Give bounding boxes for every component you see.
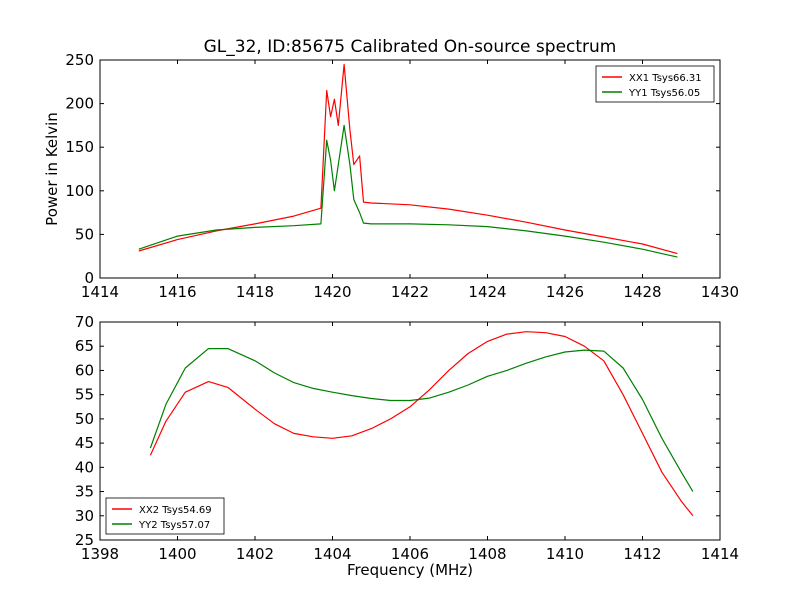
series-line-2 [138,124,678,258]
legend-box [105,497,225,535]
y-tick-label: 60 [75,361,94,379]
x-axis-label: Frequency (MHz) [347,561,473,579]
y-tick-label: 35 [75,483,94,501]
legend-label-2: YY1 Tsys56.05 [628,88,700,99]
y-tick-label: 40 [75,458,94,476]
x-tick-label: 1420 [313,283,351,301]
series-line-1 [138,63,678,255]
top-panel: 1414 1416 1418 1420 1422 1424 1426 1428 1430 0 50 1… [43,51,739,301]
x-tick-label: 1422 [391,283,429,301]
chart-title: GL_32, ID:85675 Calibrated On-source spe… [204,37,617,57]
series-line-1 [149,331,694,517]
legend-label-2: YY2 Tsys57.07 [138,520,210,531]
x-tick-label: 1416 [158,283,196,301]
y-tick-label: 150 [65,138,94,156]
x-tick-label: 1414 [701,545,739,563]
y-tick-label: 200 [65,95,94,113]
y-tick-label: 30 [75,507,94,525]
x-tick-label: 1402 [236,545,274,563]
legend-box [595,65,715,103]
x-tick-label: 1406 [391,545,429,563]
x-tick-label: 1426 [546,283,584,301]
legend-label-1: XX2 Tsys54.69 [139,505,212,516]
y-tick-label: 50 [75,225,94,243]
x-tick-label: 1424 [468,283,506,301]
legend-label-1: XX1 Tsys66.31 [629,73,702,84]
x-tick-label: 1412 [623,545,661,563]
x-tick-label: 1428 [623,283,661,301]
y-tick-label: 100 [65,182,94,200]
y-tick-label: 55 [75,386,94,404]
x-tick-label: 1414 [81,283,119,301]
y-tick-label: 250 [65,51,94,69]
x-tick-label: 1410 [546,545,584,563]
bottom-panel: 1398 1400 1402 1404 1406 1408 1410 1412 1414 25 30… [75,313,739,579]
x-tick-label: 1398 [81,545,119,563]
y-tick-label: 25 [75,531,94,549]
x-tick-label: 1400 [158,545,196,563]
x-tick-label: 1430 [701,283,739,301]
x-tick-label: 1418 [236,283,274,301]
x-tick-label: 1408 [468,545,506,563]
series-line-2 [149,348,694,492]
y-tick-label: 0 [84,269,94,287]
y-tick-label: 70 [75,313,94,331]
y-tick-label: 50 [75,410,94,428]
x-tick-label: 1404 [313,545,351,563]
y-tick-label: 45 [75,434,94,452]
y-axis-label: Power in Kelvin [43,112,61,226]
y-tick-label: 65 [75,337,94,355]
